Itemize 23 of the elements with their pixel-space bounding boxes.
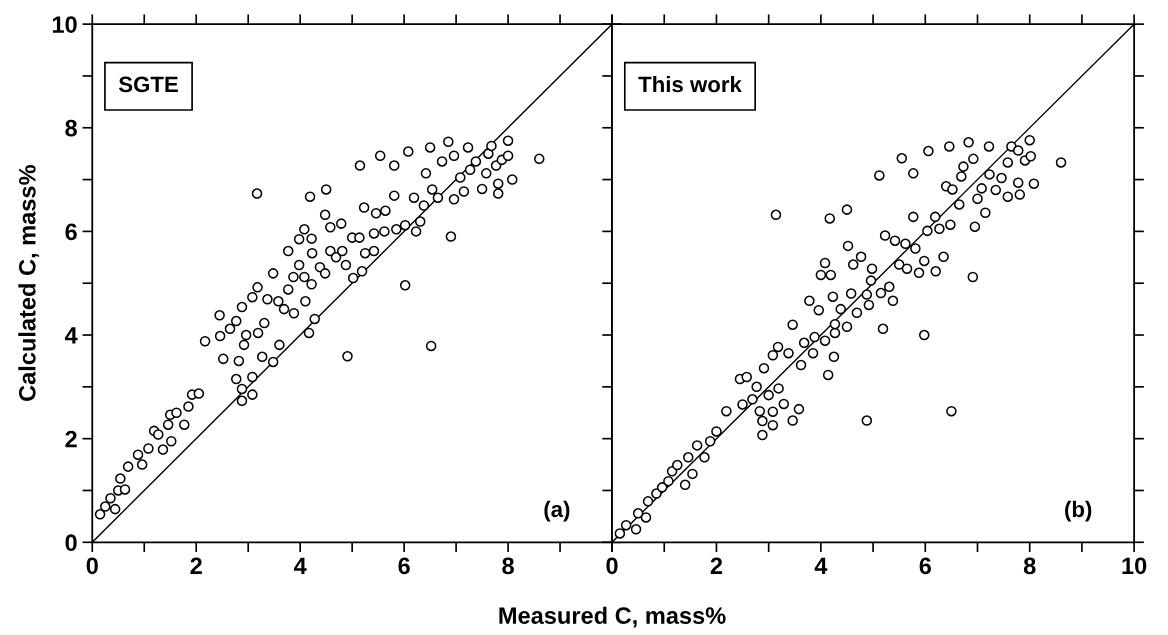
x-tick-label: 4: [293, 557, 307, 574]
x-tick-label: 8: [502, 557, 514, 575]
x-tick-label: 6: [919, 557, 931, 575]
x-tick-label: 4: [814, 557, 828, 574]
y-axis-title: Calculated C, mass%: [18, 165, 40, 401]
y-tick-label: 6: [65, 223, 77, 241]
annotation: (a): [544, 500, 570, 522]
y-tick-label: 0: [65, 534, 77, 552]
x-tick-label: 2: [710, 557, 723, 574]
x-tick-label: 10: [1122, 557, 1147, 575]
x-tick-label: 0: [606, 557, 618, 575]
y-tick-label: 8: [65, 119, 77, 137]
x-axis-title: Measured C, mass%: [499, 606, 726, 628]
annotation: (b): [1065, 500, 1092, 522]
x-tick-label: 0: [86, 557, 98, 575]
annotation: SGTE: [118, 76, 178, 93]
y-tick-label: 10: [52, 16, 77, 33]
y-tick-label: 4: [64, 327, 78, 344]
x-tick-label: 6: [398, 557, 410, 575]
annotation: This work: [638, 75, 742, 93]
y-tick-label: 2: [65, 430, 77, 448]
x-tick-label: 8: [1023, 557, 1036, 575]
x-tick-label: 2: [190, 557, 202, 574]
